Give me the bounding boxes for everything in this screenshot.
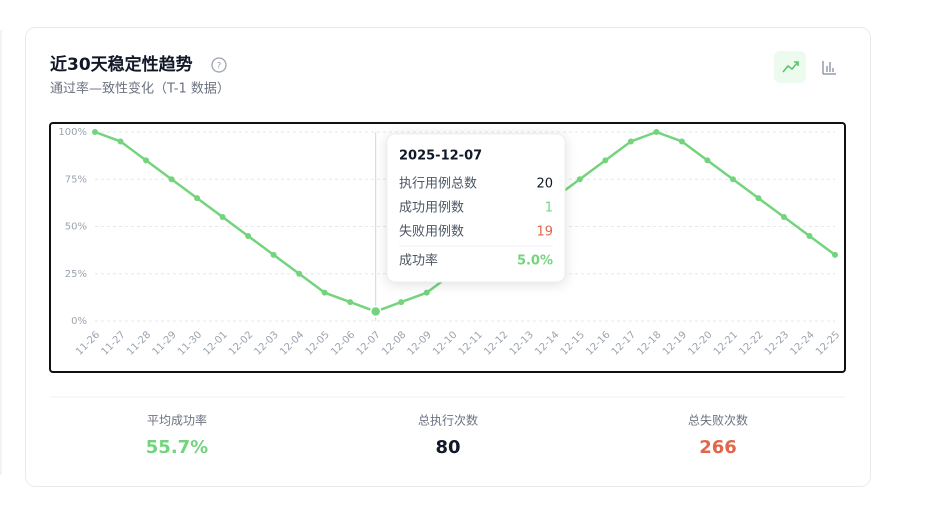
data-point	[423, 289, 430, 296]
tooltip-label: 成功率	[399, 253, 438, 269]
data-point	[704, 157, 711, 164]
tooltip-label: 失败用例数	[399, 225, 464, 240]
stat-value: 266	[699, 437, 737, 458]
tooltip-value: 19	[536, 225, 553, 240]
line-view-button[interactable]	[774, 51, 806, 83]
data-point	[398, 299, 405, 306]
stat-label: 总执行次数	[418, 413, 478, 428]
tooltip-label: 成功用例数	[399, 201, 464, 216]
data-point	[143, 157, 150, 164]
stat-label: 平均成功率	[147, 413, 207, 428]
card-title: 近30天稳定性趋势	[50, 54, 193, 75]
y-tick-label: 25%	[65, 269, 87, 280]
bar-view-button[interactable]	[822, 61, 836, 75]
tooltip: 2025-12-07 执行用例总数 20 成功用例数 1 失败用例数 19 成功率 5.0%	[386, 133, 566, 283]
data-point	[755, 195, 762, 202]
data-point	[270, 251, 277, 258]
data-point	[347, 299, 354, 306]
tooltip-value: 20	[536, 177, 553, 192]
y-tick-label: 100%	[58, 127, 87, 138]
y-tick-label: 75%	[65, 174, 87, 185]
stat-value: 80	[435, 437, 460, 458]
data-point	[117, 138, 124, 145]
data-point	[627, 138, 634, 145]
data-point	[369, 305, 382, 318]
data-point	[653, 129, 660, 135]
data-point	[729, 176, 736, 183]
data-point	[219, 214, 226, 221]
tooltip-date: 2025-12-07	[399, 149, 482, 164]
data-point	[832, 251, 838, 258]
data-point	[194, 195, 201, 202]
data-point	[168, 176, 175, 183]
data-point	[602, 157, 609, 164]
y-tick-label: 0%	[71, 316, 87, 327]
tooltip-label: 执行用例总数	[399, 177, 477, 192]
card-subtitle: 通过率—致性变化（T-1 数据）	[50, 81, 230, 97]
data-point	[576, 176, 583, 183]
svg-text:?: ?	[217, 62, 222, 72]
tooltip-value: 1	[545, 201, 553, 216]
data-point	[296, 270, 303, 277]
data-point	[245, 232, 252, 239]
data-point	[780, 214, 787, 221]
data-point	[678, 138, 685, 145]
stat-value: 55.7%	[146, 437, 208, 458]
data-point	[321, 289, 328, 296]
stat-label: 总失败次数	[688, 413, 748, 428]
data-point	[806, 232, 813, 239]
help-icon[interactable]: ?	[211, 57, 227, 73]
y-tick-label: 50%	[65, 222, 87, 233]
data-point	[92, 129, 98, 135]
tooltip-value: 5.0%	[517, 254, 553, 269]
